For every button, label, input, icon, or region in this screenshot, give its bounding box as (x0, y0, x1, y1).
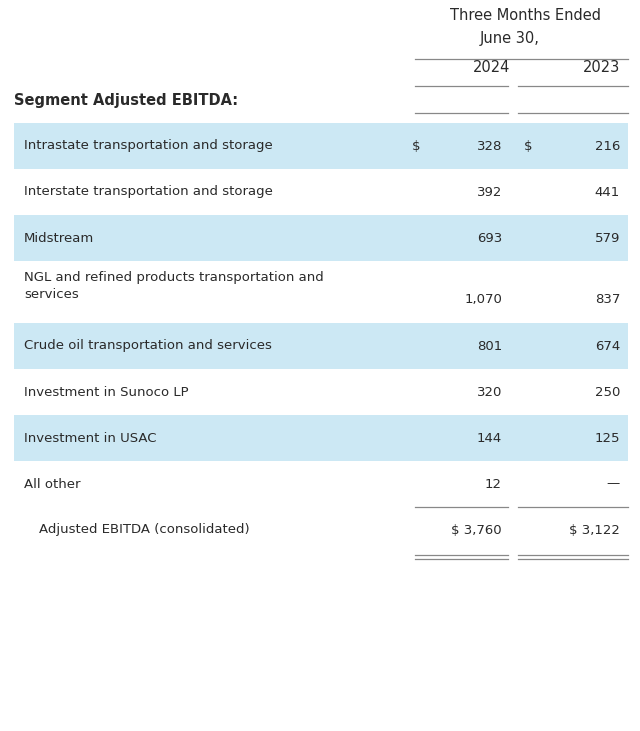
Bar (14, 215, 628, 261)
Text: —: — (607, 477, 620, 491)
Text: 328: 328 (477, 140, 502, 153)
Bar (14, 123, 628, 169)
Text: Adjusted EBITDA (consolidated): Adjusted EBITDA (consolidated) (39, 523, 250, 537)
Text: Crude oil transportation and services: Crude oil transportation and services (24, 339, 272, 352)
Text: 216: 216 (595, 140, 620, 153)
Text: Midstream: Midstream (24, 232, 94, 244)
Text: $: $ (524, 140, 532, 153)
Text: 674: 674 (595, 339, 620, 352)
Text: $: $ (412, 140, 420, 153)
Text: 2024: 2024 (474, 59, 511, 75)
Text: Intrastate transportation and storage: Intrastate transportation and storage (24, 140, 273, 153)
Text: All other: All other (24, 477, 81, 491)
Text: 693: 693 (477, 232, 502, 244)
Bar (14, 323, 628, 369)
Text: 12: 12 (485, 477, 502, 491)
Text: Segment Adjusted EBITDA:: Segment Adjusted EBITDA: (14, 94, 238, 108)
Text: 250: 250 (595, 385, 620, 398)
Text: 837: 837 (595, 293, 620, 306)
Text: 320: 320 (477, 385, 502, 398)
Text: 441: 441 (595, 186, 620, 199)
Text: Investment in Sunoco LP: Investment in Sunoco LP (24, 385, 189, 398)
Text: June 30,: June 30, (480, 31, 540, 45)
Text: Investment in USAC: Investment in USAC (24, 431, 157, 444)
Text: Interstate transportation and storage: Interstate transportation and storage (24, 186, 273, 199)
Text: 2023: 2023 (584, 59, 621, 75)
Text: 801: 801 (477, 339, 502, 352)
Text: 579: 579 (595, 232, 620, 244)
Text: 125: 125 (595, 431, 620, 444)
Text: 392: 392 (477, 186, 502, 199)
Bar (14, 415, 628, 461)
Text: 1,070: 1,070 (464, 293, 502, 306)
Text: Three Months Ended: Three Months Ended (449, 9, 600, 23)
Text: $ 3,760: $ 3,760 (451, 523, 502, 537)
Text: services: services (24, 288, 79, 301)
Text: $ 3,122: $ 3,122 (569, 523, 620, 537)
Text: NGL and refined products transportation and: NGL and refined products transportation … (24, 271, 324, 284)
Text: 144: 144 (477, 431, 502, 444)
